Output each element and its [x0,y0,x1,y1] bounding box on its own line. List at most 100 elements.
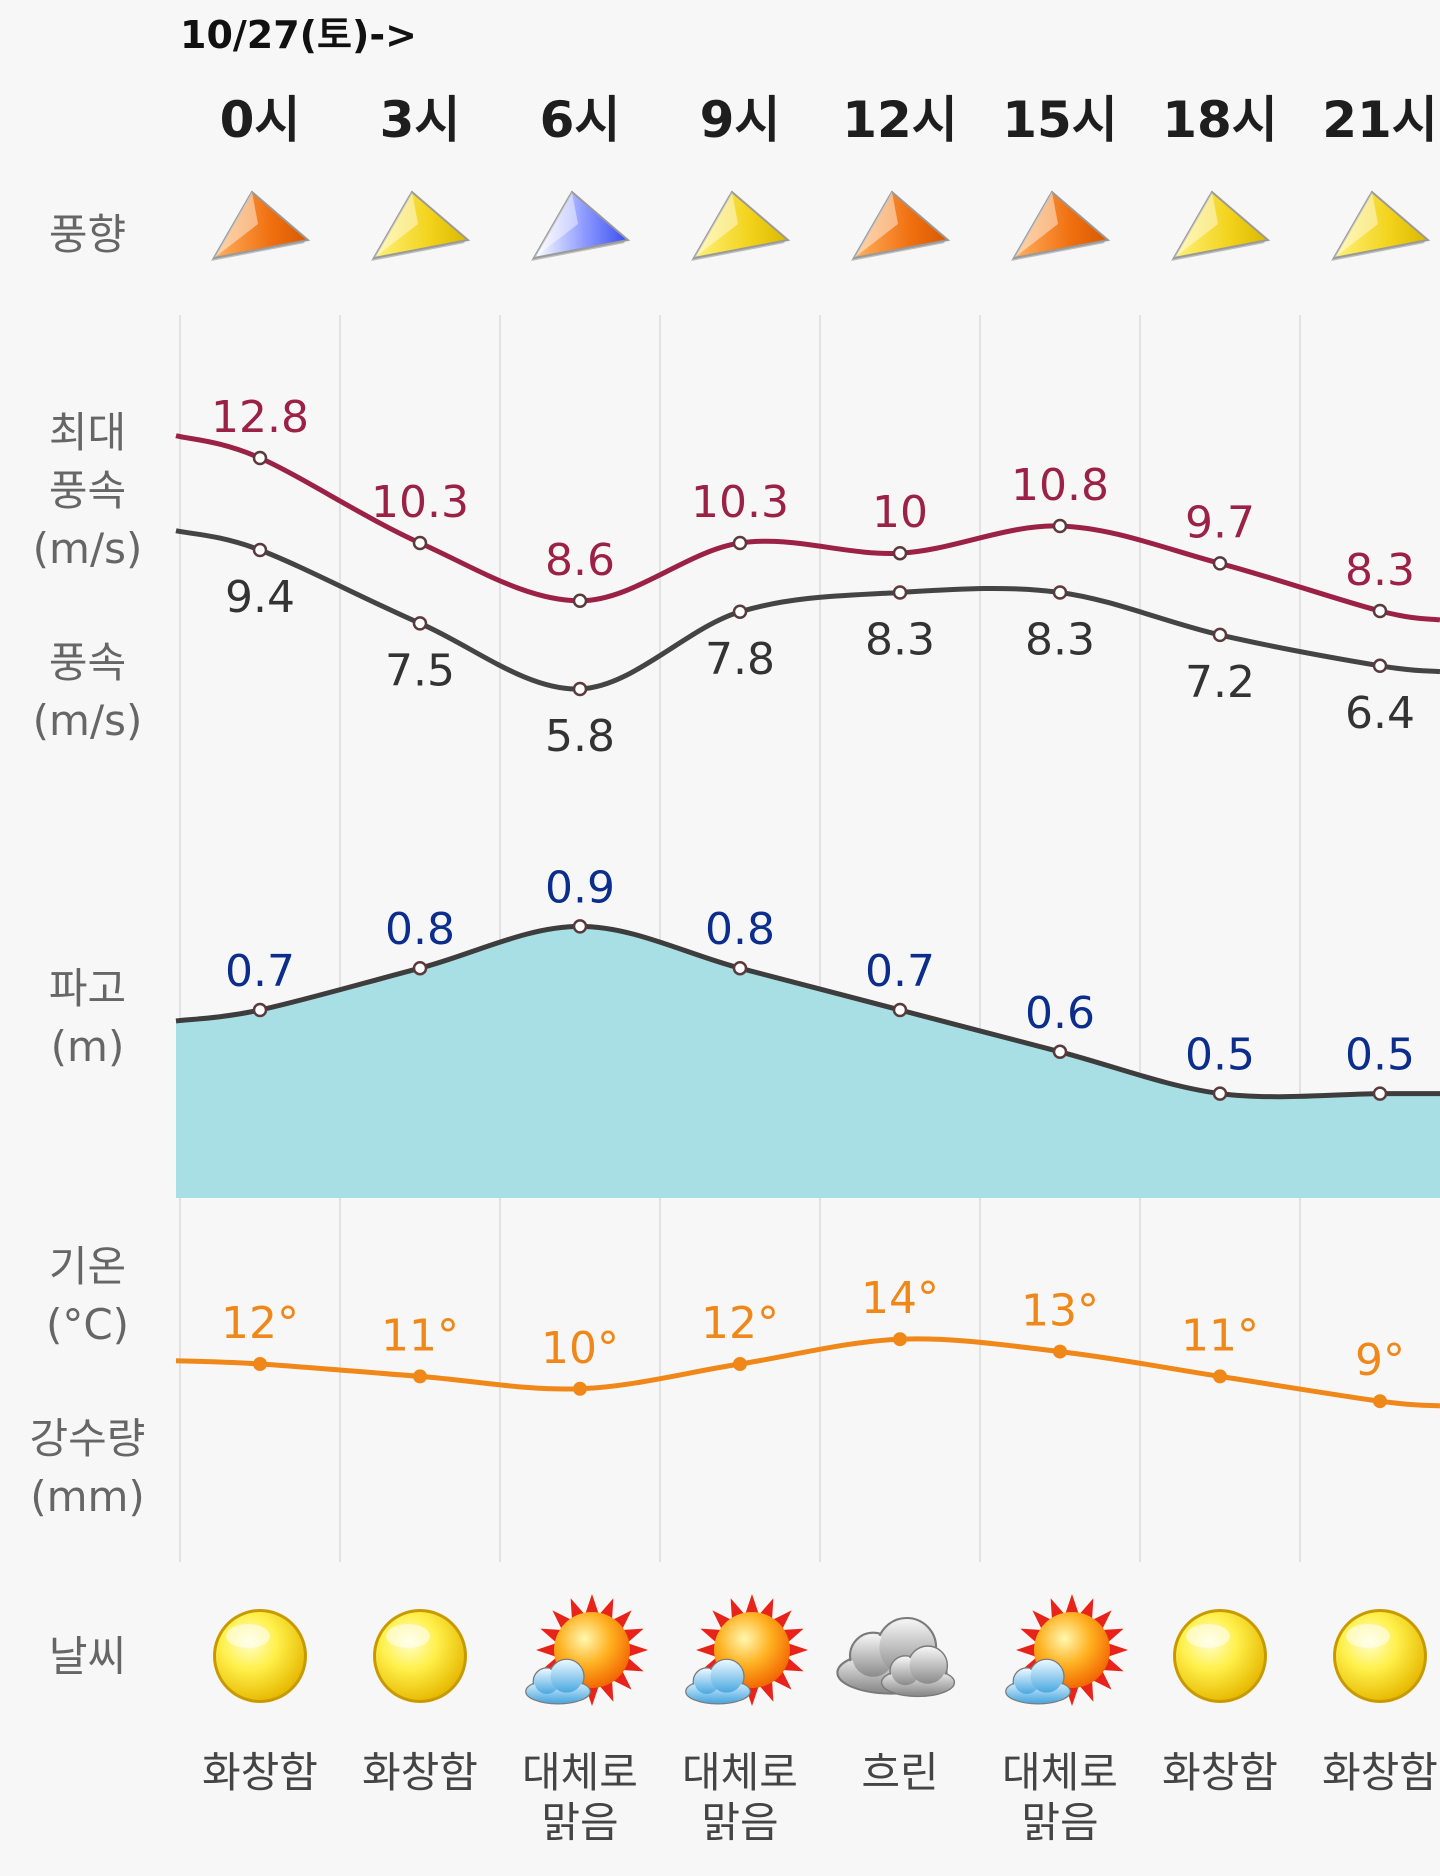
condition-label: 대체로 맑음 [985,1748,1135,1848]
wave-height-label: 파고 [48,964,127,1013]
sun-icon [213,1609,307,1703]
temperature-point [413,1369,427,1384]
max-wind-label-line2: 풍속 [48,466,127,515]
wind-speed-unit-label: (m/s) [32,696,143,745]
wave-point [572,919,588,934]
wave-value-label: 0.8 [705,904,775,955]
wind-direction-arrow [691,190,791,261]
condition-line: 맑음 [541,1798,619,1847]
weather-label: 날씨 [48,1632,127,1681]
condition-label: 화창함 [1145,1748,1295,1798]
hour-label: 0시 [219,91,301,149]
condition-line: 화창함 [1162,1748,1278,1797]
wave-point [1212,1086,1228,1101]
wind-speed-value-label: 9.4 [225,572,295,623]
partly-cloudy-icon [525,1594,648,1706]
hour-label: 12시 [842,91,958,149]
max-wind-unit-label: (m/s) [32,524,143,573]
hour-label: 15시 [1002,91,1118,149]
wind-direction-arrow [1331,190,1431,261]
max-wind-value-label: 10.3 [371,477,469,528]
wind-speed-point [732,604,748,620]
wind-speed-point [1212,627,1228,643]
wind-speed-label: 풍속 [48,638,127,687]
wind-speed-point [1372,658,1388,674]
max-wind-value-label: 8.3 [1345,545,1415,596]
condition-label: 화창함 [185,1748,335,1798]
temperature-point [1213,1369,1227,1384]
wind-direction-arrow [531,190,631,261]
date-label: 10/27(토)-> [180,13,417,57]
cloud-icon [836,1616,956,1698]
wind-speed-point [412,616,428,631]
hour-label: 3시 [379,91,461,149]
wind-speed-value-label: 8.3 [1025,614,1095,665]
wave-point [1052,1044,1068,1060]
condition-label: 흐린 [825,1748,975,1798]
hour-label: 21시 [1322,91,1438,149]
wind-speed-value-label: 7.8 [705,634,775,685]
condition-label: 대체로 맑음 [505,1748,655,1848]
wind-speed-line [175,528,1440,692]
temperature-value-label: 10° [541,1323,619,1374]
max-wind-point [572,593,588,609]
wind-speed-point [572,681,588,697]
max-wind-point [252,450,268,466]
condition-label: 화창함 [345,1748,495,1798]
sun-icon [1173,1609,1267,1703]
sun-icon [1333,1609,1427,1703]
max-wind-point [892,545,908,561]
wind-direction-arrow [371,190,471,261]
temperature-point [1373,1394,1387,1409]
max-wind-line [175,433,1440,623]
temperature-line [175,1336,1440,1409]
temperature-value-label: 11° [381,1310,459,1361]
max-wind-value-label: 10.8 [1011,460,1109,511]
max-wind-point [412,535,428,551]
max-wind-point [732,535,748,551]
wind-speed-value-label: 7.5 [385,645,455,696]
wind-direction-arrow [1011,190,1111,261]
temperature-value-label: 12° [221,1298,299,1349]
temperature-point [573,1381,587,1396]
wave-point [1372,1086,1388,1101]
wave-value-label: 0.7 [865,946,935,997]
wind-speed-point [892,585,908,600]
temperature-point [893,1332,907,1347]
temperature-point [733,1357,747,1371]
temperature-value-label: 14° [861,1273,939,1324]
temperature-point [1053,1344,1067,1359]
condition-line: 화창함 [362,1748,478,1797]
wind-speed-point [1052,585,1068,600]
wind-speed-point [252,542,268,558]
temperature-value-label: 12° [701,1298,779,1349]
condition-line: 대체로 [1002,1748,1118,1797]
partly-cloudy-icon [1005,1594,1128,1706]
wave-point [892,1002,908,1018]
wind-direction-arrow [851,190,951,261]
max-wind-point [1212,556,1228,571]
max-wind-value-label: 12.8 [211,392,309,443]
condition-label: 대체로 맑음 [665,1748,815,1848]
temperature-value-label: 9° [1355,1335,1405,1386]
wave-line [175,923,1440,1100]
condition-line: 맑음 [701,1798,779,1847]
wave-value-label: 0.6 [1025,988,1095,1039]
max-wind-value-label: 8.6 [545,535,615,586]
wave-value-label: 0.5 [1345,1030,1415,1081]
wave-area [176,926,1440,1198]
wave-point [732,960,748,976]
wind-speed-value-label: 5.8 [545,711,615,762]
temperature-point [253,1357,267,1371]
wave-value-label: 0.7 [225,946,295,997]
wind-direction-arrow [1171,190,1271,261]
temperature-value-label: 11° [1181,1310,1259,1361]
max-wind-point [1372,603,1388,619]
wave-value-label: 0.8 [385,904,455,955]
wave-point [252,1002,268,1018]
max-wind-label-line1: 최대 [48,408,127,457]
temperature-unit-label: (°C) [45,1300,130,1349]
hour-label: 9시 [699,91,781,149]
max-wind-point [1052,518,1068,534]
